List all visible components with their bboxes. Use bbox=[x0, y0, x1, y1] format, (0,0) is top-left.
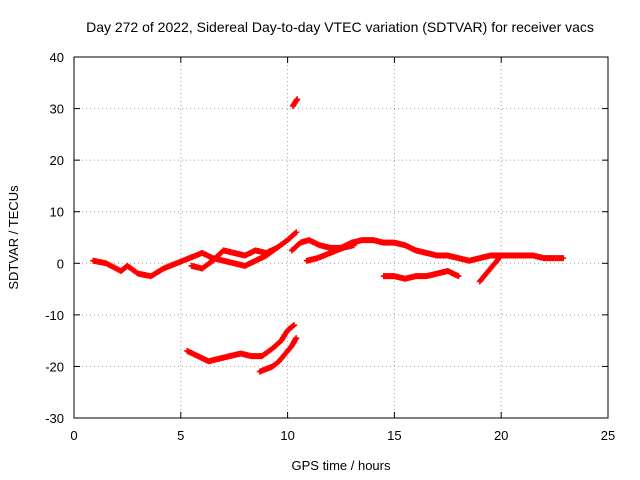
data-point bbox=[496, 255, 503, 262]
y-tick-label: -20 bbox=[45, 359, 64, 374]
series-negative-track-upper bbox=[184, 322, 298, 365]
data-point bbox=[293, 335, 300, 342]
series-mid-negative-track bbox=[380, 268, 462, 282]
x-tick-label: 10 bbox=[280, 428, 294, 443]
series-short-drop-track bbox=[476, 255, 503, 285]
data-point bbox=[294, 96, 301, 103]
x-tick-label: 5 bbox=[177, 428, 184, 443]
series-main-track-b bbox=[188, 244, 280, 272]
series-lower-secondary-track bbox=[303, 242, 357, 264]
x-tick-label: 25 bbox=[601, 428, 615, 443]
series-negative-track-lower bbox=[256, 335, 300, 375]
data-point bbox=[293, 229, 300, 236]
data-point bbox=[560, 255, 567, 262]
y-tick-label: 0 bbox=[57, 256, 64, 271]
y-tick-label: 40 bbox=[50, 50, 64, 65]
data-point bbox=[291, 322, 298, 329]
data-point bbox=[455, 273, 462, 280]
y-tick-label: -10 bbox=[45, 308, 64, 323]
series-outlier-cluster bbox=[289, 96, 301, 109]
y-tick-label: 30 bbox=[50, 102, 64, 117]
y-tick-label: -30 bbox=[45, 411, 64, 426]
x-tick-label: 0 bbox=[70, 428, 77, 443]
y-axis-label: SDTVAR / TECUs bbox=[6, 185, 21, 290]
y-tick-label: 20 bbox=[50, 153, 64, 168]
chart-title: Day 272 of 2022, Sidereal Day-to-day VTE… bbox=[86, 19, 594, 35]
x-tick-label: 15 bbox=[387, 428, 401, 443]
x-tick-label: 20 bbox=[494, 428, 508, 443]
series-main-track-a bbox=[90, 229, 300, 280]
data-point bbox=[273, 244, 280, 251]
data-point bbox=[350, 242, 357, 249]
x-axis-label: GPS time / hours bbox=[292, 458, 391, 473]
plot-frame bbox=[73, 56, 609, 419]
y-tick-label: 10 bbox=[50, 205, 64, 220]
